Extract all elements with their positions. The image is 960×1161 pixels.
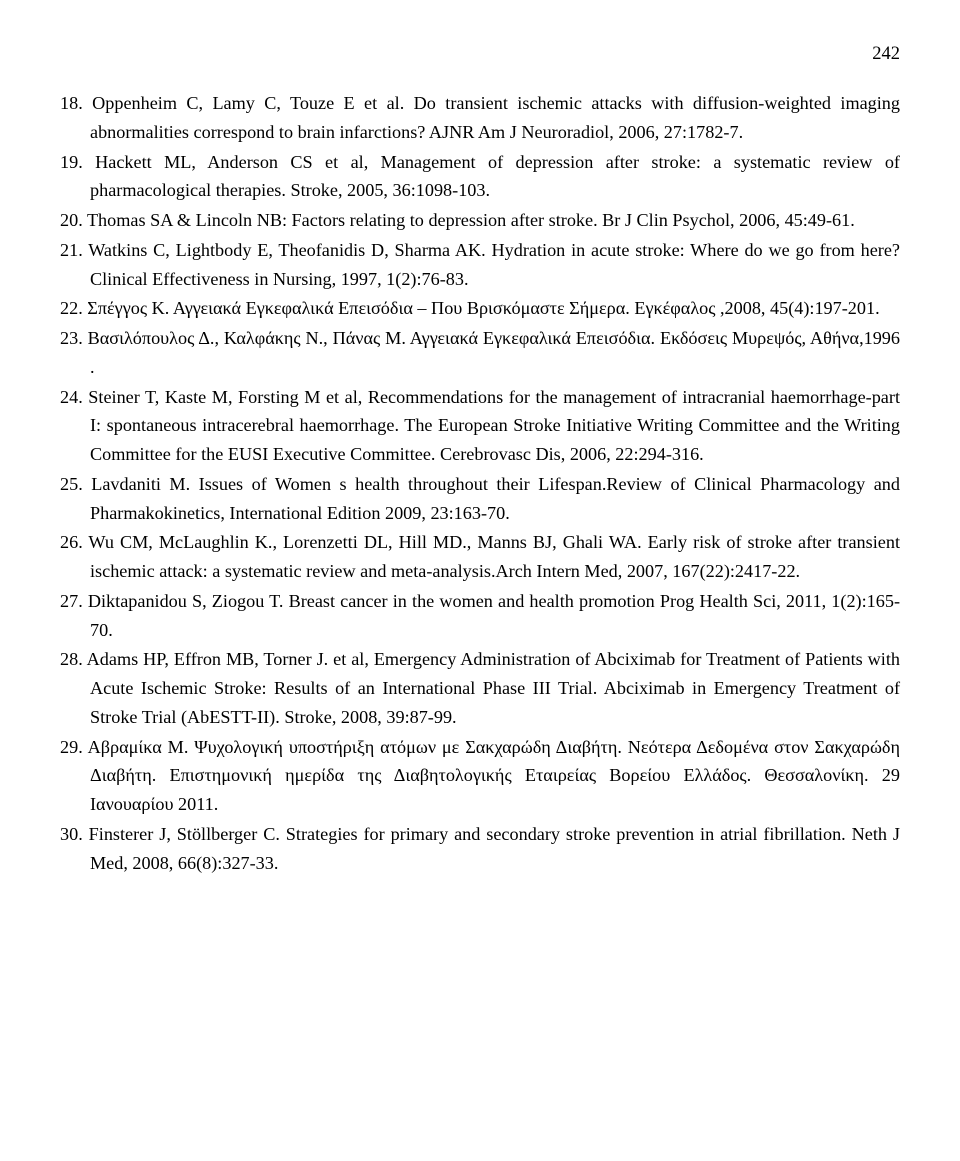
reference-number: 18. — [60, 93, 83, 113]
reference-item: 23. Βασιλόπουλος Δ., Καλφάκης Ν., Πάνας … — [60, 324, 900, 382]
reference-text: Σπέγγος Κ. Αγγειακά Εγκεφαλικά Επεισόδια… — [83, 298, 880, 318]
reference-number: 24. — [60, 387, 83, 407]
reference-item: 21. Watkins C, Lightbody E, Theofanidis … — [60, 236, 900, 294]
reference-item: 25. Lavdaniti M. Issues of Women s healt… — [60, 470, 900, 528]
reference-number: 19. — [60, 152, 83, 172]
reference-item: 22. Σπέγγος Κ. Αγγειακά Εγκεφαλικά Επεισ… — [60, 294, 900, 323]
reference-text: Oppenheim C, Lamy C, Touze E et al. Do t… — [83, 93, 900, 142]
reference-text: Watkins C, Lightbody E, Theofanidis D, S… — [83, 240, 900, 289]
reference-text: Wu CM, McLaughlin K., Lorenzetti DL, Hil… — [83, 532, 900, 581]
reference-item: 30. Finsterer J, Stöllberger C. Strategi… — [60, 820, 900, 878]
reference-text: Hackett ML, Anderson CS et al, Managemen… — [83, 152, 900, 201]
reference-item: 18. Oppenheim C, Lamy C, Touze E et al. … — [60, 89, 900, 147]
reference-number: 26. — [60, 532, 83, 552]
reference-number: 25. — [60, 474, 83, 494]
reference-text: Adams HP, Effron MB, Torner J. et al, Em… — [83, 649, 900, 727]
reference-number: 30. — [60, 824, 83, 844]
reference-item: 24. Steiner T, Kaste M, Forsting M et al… — [60, 383, 900, 469]
reference-item: 26. Wu CM, McLaughlin K., Lorenzetti DL,… — [60, 528, 900, 586]
reference-item: 27. Diktapanidou S, Ziogou T. Breast can… — [60, 587, 900, 645]
reference-item: 19. Hackett ML, Anderson CS et al, Manag… — [60, 148, 900, 206]
reference-text: Diktapanidou S, Ziogou T. Breast cancer … — [83, 591, 900, 640]
reference-number: 22. — [60, 298, 83, 318]
reference-text: Αβραμίκα Μ. Ψυχολογική υποστήριξη ατόμων… — [83, 737, 900, 815]
reference-text: Βασιλόπουλος Δ., Καλφάκης Ν., Πάνας Μ. Α… — [83, 328, 900, 377]
page-number: 242 — [60, 40, 900, 69]
reference-number: 29. — [60, 737, 83, 757]
reference-text: Finsterer J, Stöllberger C. Strategies f… — [83, 824, 900, 873]
reference-item: 29. Αβραμίκα Μ. Ψυχολογική υποστήριξη ατ… — [60, 733, 900, 819]
reference-item: 20. Thomas SA & Lincoln NB: Factors rela… — [60, 206, 900, 235]
reference-number: 20. — [60, 210, 83, 230]
reference-text: Steiner T, Kaste M, Forsting M et al, Re… — [83, 387, 900, 465]
reference-item: 28. Adams HP, Effron MB, Torner J. et al… — [60, 645, 900, 731]
reference-list: 18. Oppenheim C, Lamy C, Touze E et al. … — [60, 89, 900, 877]
reference-number: 27. — [60, 591, 83, 611]
reference-number: 28. — [60, 649, 83, 669]
reference-number: 21. — [60, 240, 83, 260]
reference-text: Lavdaniti M. Issues of Women s health th… — [83, 474, 900, 523]
reference-number: 23. — [60, 328, 83, 348]
reference-text: Thomas SA & Lincoln NB: Factors relating… — [83, 210, 855, 230]
